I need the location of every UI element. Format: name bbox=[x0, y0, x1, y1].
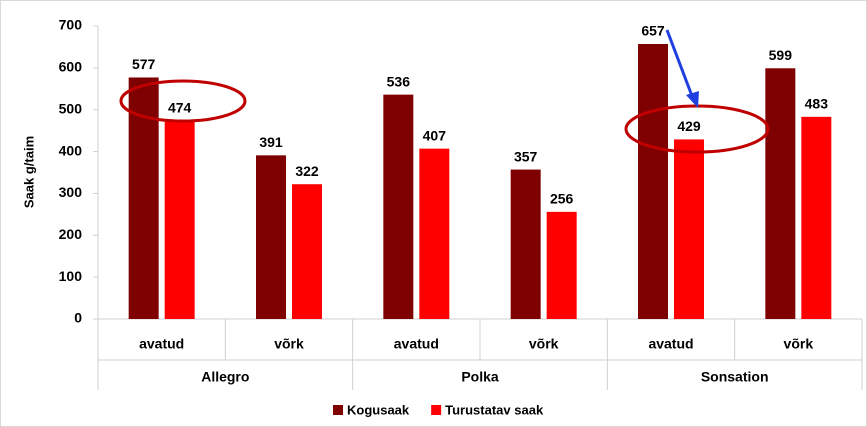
bar bbox=[674, 139, 704, 319]
value-label: 357 bbox=[514, 148, 538, 164]
legend-swatch bbox=[333, 405, 343, 415]
bar bbox=[801, 116, 832, 319]
value-label: 483 bbox=[805, 96, 829, 112]
group-label: Allegro bbox=[201, 369, 249, 385]
bar bbox=[164, 120, 195, 320]
bar bbox=[419, 148, 450, 319]
x-tick-label: avatud bbox=[648, 336, 693, 352]
legend-swatch bbox=[431, 405, 442, 415]
highlight-ellipse bbox=[119, 79, 247, 123]
annotation-arrow bbox=[665, 29, 694, 97]
y-tick-label: 600 bbox=[59, 59, 83, 75]
y-tick-label: 500 bbox=[59, 100, 83, 116]
bar bbox=[256, 155, 286, 319]
value-label: 536 bbox=[387, 73, 411, 89]
value-label: 391 bbox=[259, 134, 283, 150]
value-label: 429 bbox=[677, 118, 701, 134]
annotation-arrowhead bbox=[686, 91, 699, 108]
x-tick-label: võrk bbox=[274, 336, 304, 352]
value-label: 407 bbox=[423, 127, 447, 143]
x-tick-label: võrk bbox=[529, 336, 559, 352]
value-label: 322 bbox=[295, 163, 319, 179]
y-tick-label: 0 bbox=[74, 310, 82, 326]
y-tick-label: 700 bbox=[59, 17, 83, 33]
value-label: 474 bbox=[168, 99, 192, 115]
bar bbox=[383, 94, 414, 319]
y-tick-label: 200 bbox=[59, 226, 83, 242]
group-label: Polka bbox=[461, 369, 499, 385]
value-label: 657 bbox=[641, 23, 665, 39]
y-tick-label: 400 bbox=[59, 142, 83, 158]
bar bbox=[292, 184, 322, 319]
y-tick-label: 100 bbox=[59, 268, 83, 284]
value-label: 577 bbox=[132, 56, 156, 72]
x-tick-label: avatud bbox=[139, 336, 184, 352]
bar bbox=[546, 211, 577, 319]
group-label: Sonsation bbox=[701, 369, 769, 385]
bar bbox=[765, 68, 796, 319]
legend-label: Kogusaak bbox=[347, 402, 410, 417]
y-axis-label: Saak g/taim bbox=[21, 136, 36, 208]
y-tick-label: 300 bbox=[59, 184, 83, 200]
bar bbox=[510, 169, 541, 319]
value-label: 599 bbox=[769, 47, 793, 63]
x-tick-label: avatud bbox=[394, 336, 439, 352]
value-label: 256 bbox=[550, 191, 574, 207]
legend-label: Turustatav saak bbox=[445, 402, 544, 417]
bar bbox=[638, 43, 668, 320]
x-tick-label: võrk bbox=[784, 336, 814, 352]
